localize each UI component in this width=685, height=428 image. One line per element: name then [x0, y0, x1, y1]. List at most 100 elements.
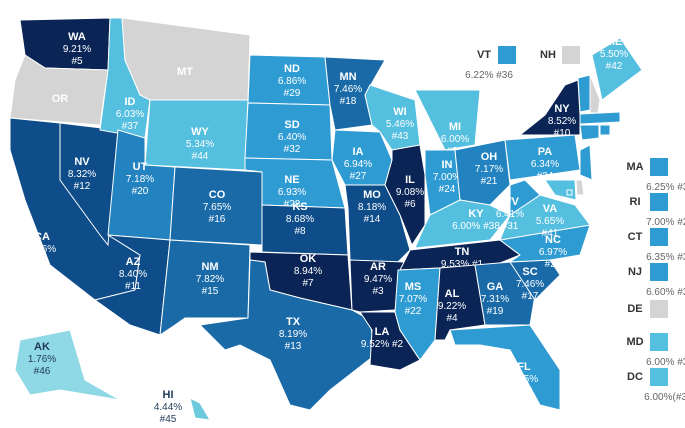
state-abbr: CT [628, 231, 643, 243]
rank: #28 [284, 199, 301, 210]
legend-swatch [650, 263, 668, 281]
state-abbr: AL [445, 288, 460, 300]
state-rate: 8.94% [294, 266, 322, 277]
rank: #36 [496, 70, 513, 81]
state-shape [414, 89, 481, 151]
rate: 6.22% [465, 70, 493, 81]
rate: 6.00% [646, 357, 674, 368]
state-abbr: UT [133, 161, 148, 173]
state-value: 7.00% #24 [646, 217, 685, 228]
state-value: 6.60% #30 [646, 287, 685, 298]
legend-swatch [650, 158, 668, 176]
state-rate: 7.46% [516, 279, 544, 290]
state-shape [566, 189, 573, 196]
rate: 7.05% [510, 374, 538, 385]
state-abbr: ME [606, 36, 623, 48]
rank: #35 [677, 182, 685, 193]
legend-swatch [650, 193, 668, 211]
state-abbr: GA [487, 281, 504, 293]
state-abbr: NJ [628, 266, 642, 278]
rate: 6.34% [531, 159, 559, 170]
state-rank: #15 [202, 286, 219, 297]
rank: #30 [677, 287, 685, 298]
rank: #24 [677, 217, 685, 228]
state-abbr: KS [292, 201, 307, 213]
rate: 8.32% [68, 169, 96, 180]
rate: 6.41% [496, 209, 524, 220]
state-shape [579, 144, 593, 181]
state-rate: 9.08% [396, 187, 424, 198]
state-abbr: NM [201, 261, 218, 273]
rank: #22 [405, 306, 422, 317]
state-rate: 1.76% [28, 354, 56, 365]
rate: 7.00% [646, 217, 674, 228]
state-shape [579, 111, 621, 125]
state-rate: 8.68% [286, 214, 314, 225]
state-rank: #42 [606, 61, 623, 72]
state-abbr: AK [34, 341, 50, 353]
state-abbr: IA [353, 146, 364, 158]
rank: #38 [677, 357, 685, 368]
state-abbr: DC [627, 371, 643, 383]
state-rate: 7.82% [196, 274, 224, 285]
state-rate: 7.05% [510, 374, 538, 385]
state-abbr: MA [626, 161, 643, 173]
rank: #8 [294, 226, 306, 237]
state-abbr: NV [74, 156, 90, 168]
state-shape [159, 239, 251, 337]
state-abbr: TN [455, 246, 470, 258]
state-abbr: VA [543, 203, 558, 215]
rank: #5 [71, 56, 83, 67]
rate: 9.22% [438, 301, 466, 312]
rate: 9.53% [441, 259, 469, 270]
rate: 8.94% [294, 266, 322, 277]
rate: 8.66% [28, 244, 56, 255]
state-abbr: LA [375, 326, 390, 338]
state-abbr: MI [449, 121, 461, 133]
rank: #27 [350, 171, 367, 182]
state-rank: #20 [132, 186, 149, 197]
state-shape [454, 139, 511, 206]
state-rank: #41 [542, 228, 559, 239]
state-abbr: PA [538, 146, 553, 158]
state-rank: #9 [36, 256, 48, 267]
state-rank: #34 [537, 171, 554, 182]
rate: 9.47% [364, 274, 392, 285]
state-rate: 9.21% [63, 44, 91, 55]
rate: 7.07% [399, 294, 427, 305]
rate: 6.00% [452, 221, 480, 232]
state-abbr: RI [630, 196, 641, 208]
state-abbr: AR [370, 261, 386, 273]
rank: #37 [122, 121, 139, 132]
rank: #29 [284, 88, 301, 99]
rank: #31 [502, 221, 519, 232]
rate: 7.18% [126, 174, 154, 185]
rate: 5.46% [386, 119, 414, 130]
state-rank: #7 [302, 278, 314, 289]
state-rank: #28 [284, 199, 301, 210]
rate: 9.52% [361, 339, 389, 350]
state-rank: #4 [446, 313, 458, 324]
rank: #3 [372, 286, 384, 297]
state-rate: 6.86% [278, 76, 306, 87]
rate: 8.19% [279, 329, 307, 340]
state-rank: #46 [34, 366, 51, 377]
state-abbr: WI [393, 106, 406, 118]
state-abbr: OR [52, 93, 69, 105]
rank: #19 [487, 306, 504, 317]
rank: #16 [209, 214, 226, 225]
state-rank: #21 [481, 176, 498, 187]
state-rank: #32 [284, 144, 301, 155]
state-shape [449, 324, 561, 411]
state-abbr: OH [481, 151, 498, 163]
rank: #44 [192, 151, 209, 162]
rate: 6.00% [441, 134, 469, 145]
state-shape [414, 199, 511, 249]
rank: #42 [606, 61, 623, 72]
state-abbr: MN [339, 71, 356, 83]
state-rank: #45 [160, 414, 177, 425]
rate: 7.17% [475, 164, 503, 175]
rate: 7.65% [203, 202, 231, 213]
state-abbr: WA [68, 31, 86, 43]
